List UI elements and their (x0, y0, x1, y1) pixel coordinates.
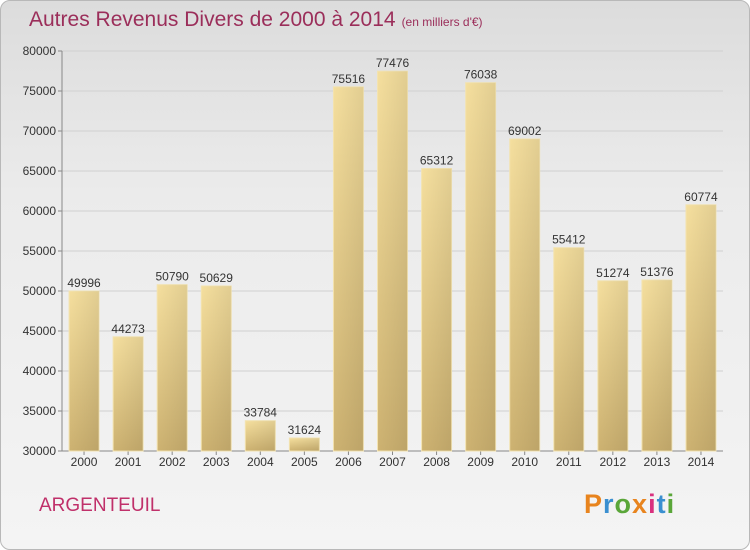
y-tick-label: 60000 (23, 204, 57, 218)
y-tick-label: 35000 (23, 404, 57, 418)
logo-letter: x (632, 489, 649, 519)
y-tick-label: 45000 (23, 324, 57, 338)
chart-title-text: Autres Revenus Divers de 2000 à 2014 (29, 8, 396, 31)
y-tick-label: 55000 (23, 244, 57, 258)
x-tick-label: 2008 (423, 455, 450, 469)
x-tick-label: 2013 (644, 455, 671, 469)
bar-shade (333, 86, 364, 451)
logo-letter: o (614, 489, 633, 519)
bar-shade (597, 280, 628, 451)
bar-shade (113, 336, 144, 451)
y-tick-label: 70000 (23, 124, 57, 138)
bar-value-label: 50790 (155, 270, 189, 284)
x-tick-label: 2007 (379, 455, 406, 469)
bar-value-label: 75516 (332, 72, 366, 86)
x-tick-label: 2001 (115, 455, 142, 469)
bar-value-label: 50629 (200, 271, 234, 285)
chart-title: Autres Revenus Divers de 2000 à 2014 (en … (29, 8, 483, 32)
logo-letter: i (648, 489, 657, 519)
bar-shade (289, 438, 320, 451)
x-tick-label: 2009 (467, 455, 494, 469)
bar-value-label: 65312 (420, 154, 454, 168)
bar-value-label: 69002 (508, 124, 542, 138)
x-tick-label: 2005 (291, 455, 318, 469)
x-tick-label: 2010 (511, 455, 538, 469)
bar-layer (68, 70, 717, 452)
x-tick-label: 2002 (159, 455, 186, 469)
logo-letter: i (666, 489, 676, 519)
bar-value-label: 33784 (244, 406, 278, 420)
label-layer: 49996 44273 50790 50629 33784 31624 75516 77476… (67, 56, 718, 437)
y-tick-label: 50000 (23, 284, 57, 298)
x-tick-label: 2004 (247, 455, 274, 469)
bar-value-label: 77476 (376, 56, 410, 70)
x-tick-label: 2011 (556, 455, 582, 469)
x-tick-label: 2012 (599, 455, 626, 469)
x-tick-label: 2014 (688, 455, 715, 469)
logo-letter: r (603, 489, 615, 519)
y-tick-label: 30000 (23, 444, 57, 458)
x-tick-label: 2003 (203, 455, 230, 469)
bar-value-label: 51274 (596, 266, 630, 280)
y-tick-label: 80000 (23, 44, 57, 58)
y-tick-label: 40000 (23, 364, 57, 378)
bar-shade (69, 291, 100, 451)
bar-shade (465, 82, 496, 452)
bar-shade (641, 279, 672, 451)
bar-shade (509, 138, 540, 451)
bar-value-label: 60774 (684, 190, 718, 204)
bar-value-label: 49996 (67, 276, 101, 290)
bar-value-label: 44273 (111, 322, 145, 336)
bar-value-label: 31624 (288, 423, 322, 437)
bar-shade (157, 284, 188, 451)
chart-unit: (en milliers d'€) (401, 15, 483, 29)
bar-value-label: 55412 (552, 233, 586, 247)
bar-shade (685, 204, 716, 451)
bar-shade (201, 285, 232, 451)
logo-letter: t (656, 489, 667, 519)
x-tick-label: 2000 (71, 455, 98, 469)
proxiti-logo: Proxiti (584, 489, 675, 520)
bar-shade (245, 420, 276, 451)
bar-value-label: 76038 (464, 68, 498, 82)
y-tick-label: 75000 (23, 84, 57, 98)
y-tick-label: 65000 (23, 164, 57, 178)
x-tick-label: 2006 (335, 455, 362, 469)
bar-value-label: 51376 (640, 265, 674, 279)
bar-shade (377, 71, 408, 451)
bar-shade (421, 168, 452, 451)
logo-letter: P (584, 489, 604, 519)
city-name: ARGENTEUIL (39, 495, 161, 516)
bar-shade (553, 247, 584, 451)
